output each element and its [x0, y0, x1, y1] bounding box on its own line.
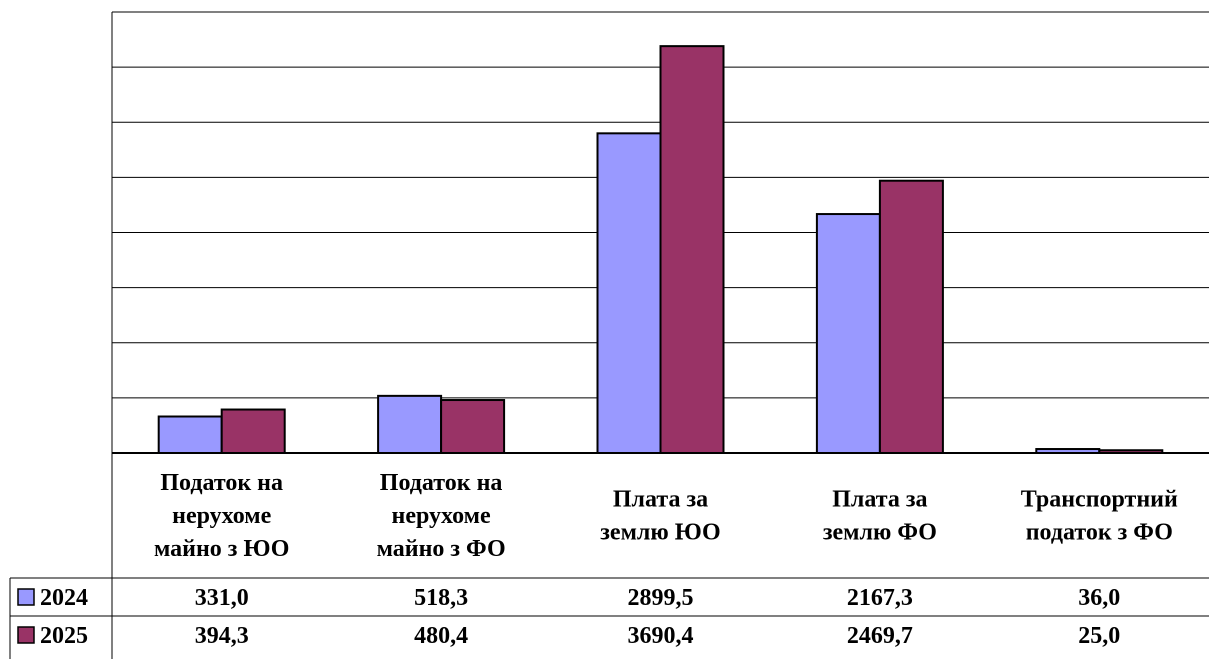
- category-label-line: податок з ФО: [1026, 520, 1173, 546]
- category-label-line: Плата за: [613, 487, 708, 513]
- bar-2025-3: [659, 45, 725, 455]
- category-label-line: майно з ФО: [377, 536, 506, 562]
- category-label-5: Транспортний податок з ФО: [1021, 487, 1178, 546]
- value-label-2025-5: 25,0: [1078, 623, 1120, 649]
- value-label-2025-4: 2469,7: [847, 623, 913, 649]
- legend-label-2025: 2025: [40, 623, 88, 649]
- category-label-line: Транспортний: [1021, 487, 1178, 513]
- bars: [157, 45, 1164, 455]
- category-label-line: Податок на: [380, 470, 503, 496]
- bar-2024-1: [157, 415, 223, 455]
- category-label-1: Податок на нерухоме майно з ЮО: [154, 470, 289, 562]
- category-label-2: Податок на нерухоме майно з ФО: [377, 470, 506, 562]
- data-table: 2024 331,0 518,3 2899,5 2167,3 36,0 2025 394,3 4…: [9, 577, 1209, 659]
- value-label-2024-2: 518,3: [414, 585, 468, 611]
- legend-key-2025: [17, 626, 35, 644]
- value-label-2025-2: 480,4: [414, 623, 468, 649]
- category-label-line: майно з ЮО: [154, 536, 289, 562]
- category-label-line: нерухоме: [392, 503, 491, 529]
- value-label-2025-1: 394,3: [195, 623, 249, 649]
- value-label-2024-1: 331,0: [195, 585, 249, 611]
- bar-2025-4: [878, 179, 944, 454]
- bar-2024-2: [377, 394, 443, 454]
- category-labels: Податок на нерухоме майно з ЮО Податок на не…: [154, 470, 1178, 562]
- legend-key-2024: [17, 588, 35, 606]
- category-label-line: землю ФО: [823, 520, 937, 546]
- category-label-line: Плата за: [832, 487, 927, 513]
- category-label-line: землю ЮО: [600, 520, 720, 546]
- value-label-2024-4: 2167,3: [847, 585, 913, 611]
- category-label-line: нерухоме: [172, 503, 271, 529]
- value-label-2024-5: 36,0: [1078, 585, 1120, 611]
- category-label-3: Плата за землю ЮО: [600, 487, 720, 546]
- category-label-line: Податок на: [160, 470, 283, 496]
- bar-2024-4: [815, 213, 881, 454]
- legend-label-2024: 2024: [40, 585, 88, 611]
- bar-2025-2: [440, 399, 506, 454]
- bar-2024-3: [596, 132, 662, 454]
- value-label-2025-3: 3690,4: [628, 623, 694, 649]
- bar-2025-1: [220, 408, 286, 454]
- value-label-2024-3: 2899,5: [628, 585, 694, 611]
- category-label-4: Плата за землю ФО: [823, 487, 937, 546]
- axes: [111, 11, 1209, 659]
